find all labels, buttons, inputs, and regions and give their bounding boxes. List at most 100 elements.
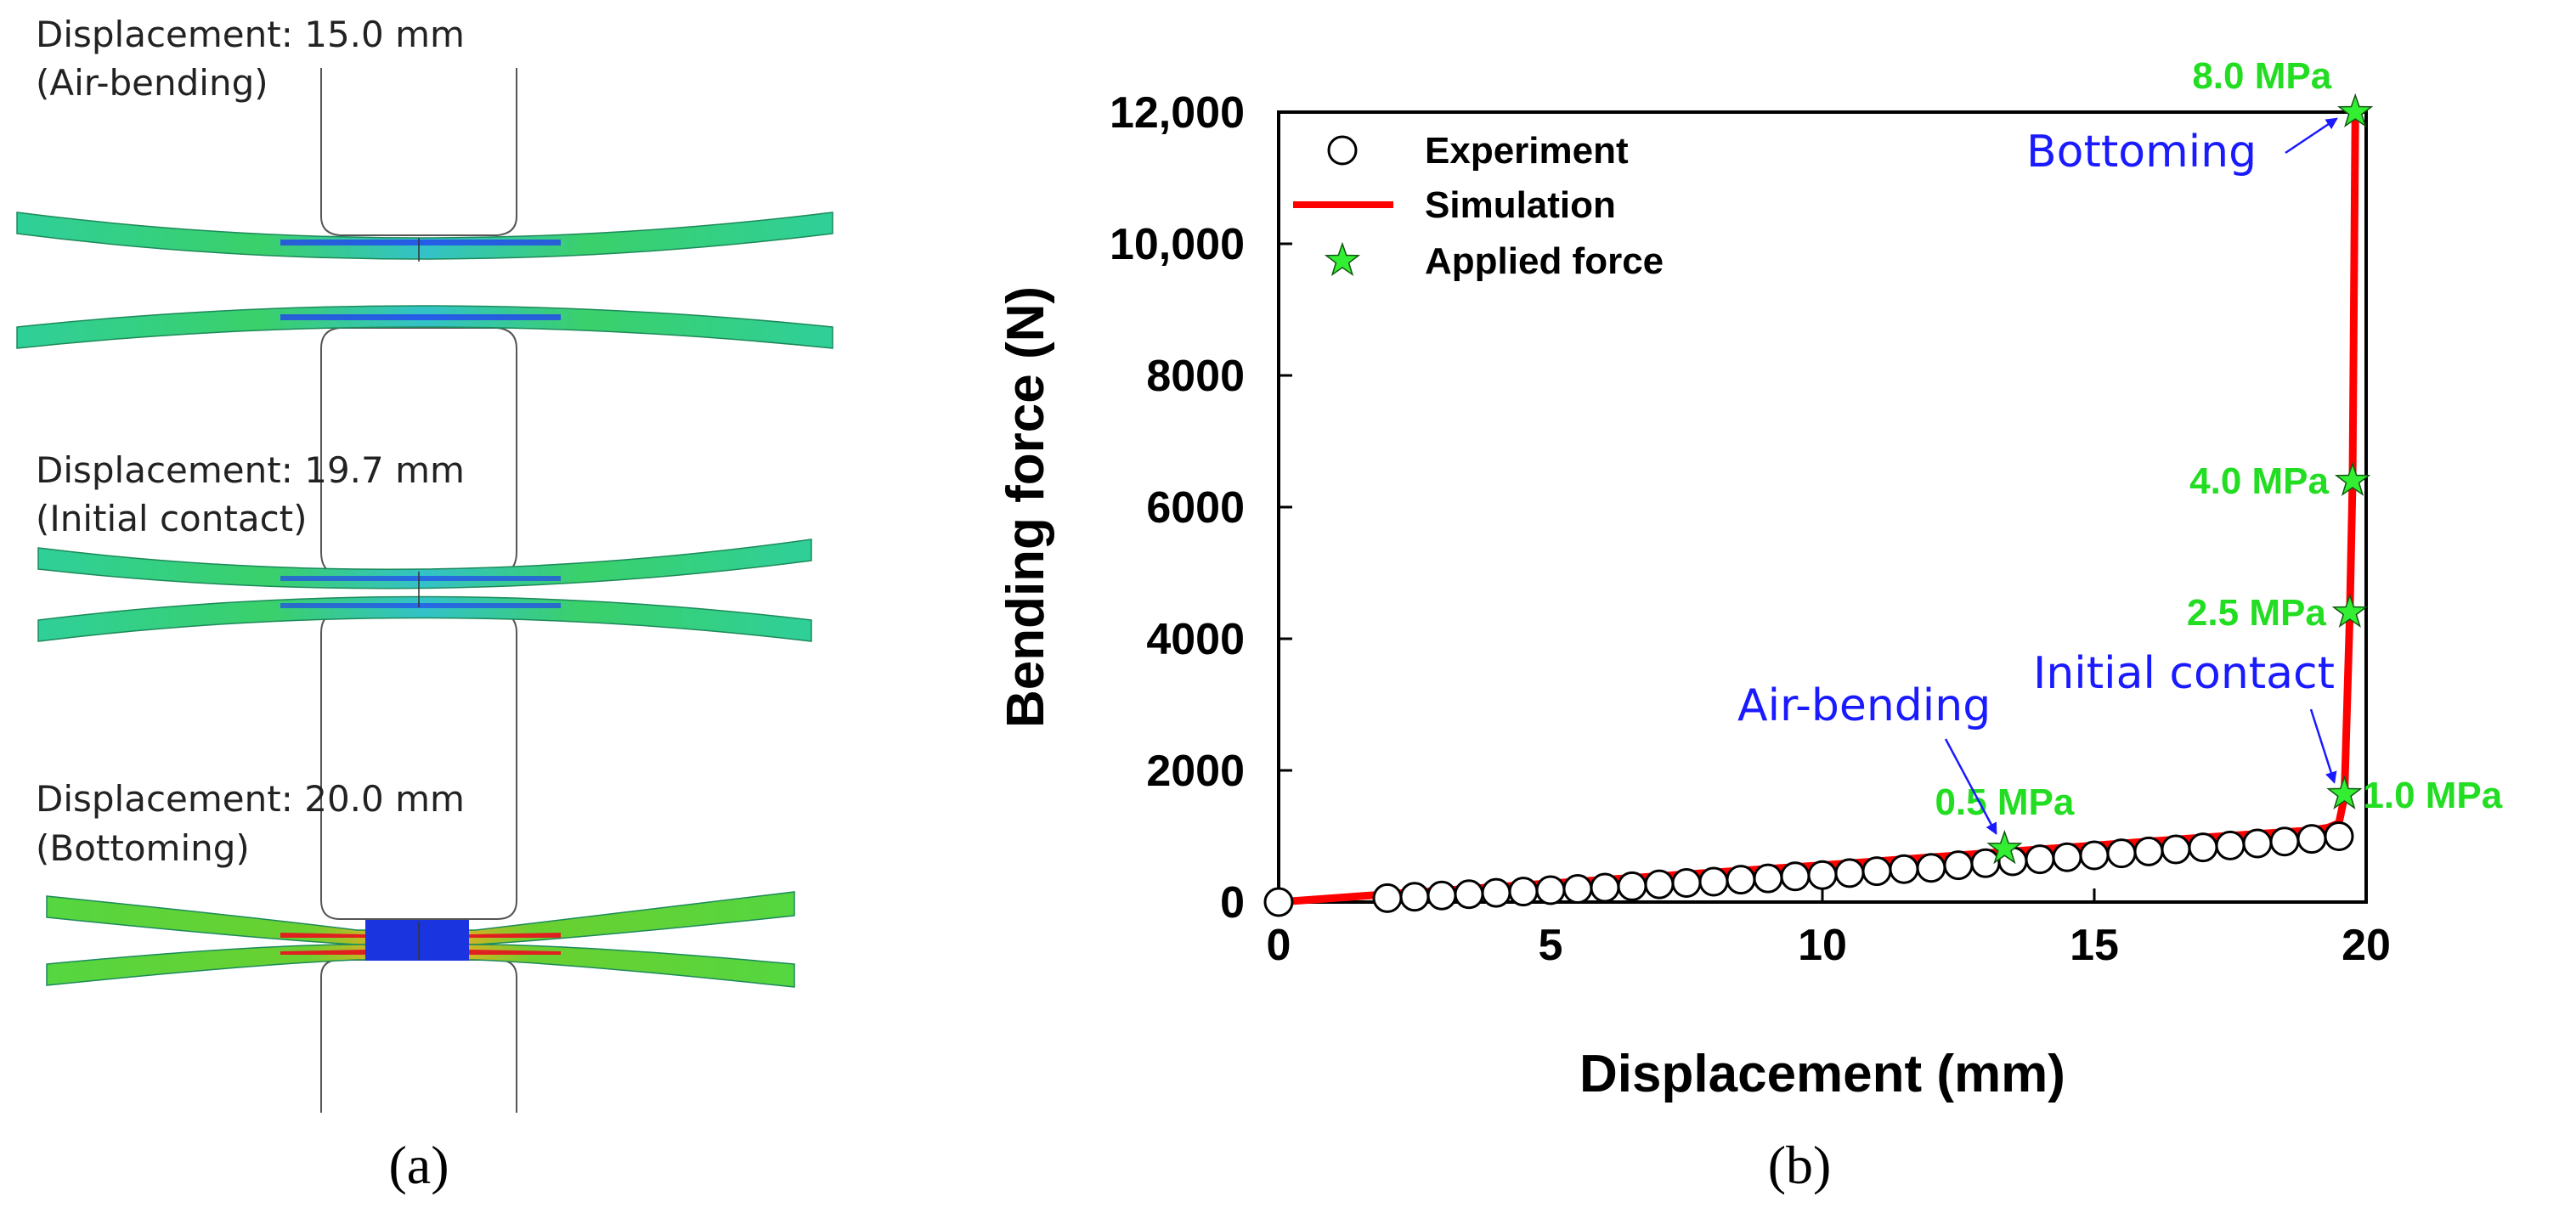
experiment-point (1644, 869, 1675, 900)
applied-force-star (2326, 775, 2363, 809)
plate-stage1-lower (16, 305, 833, 349)
y-tick-label: 12,000 (1110, 88, 1245, 138)
stage3-state-label: (Bottoming) (36, 827, 250, 869)
plate-stage3-red-right (469, 933, 561, 938)
x-tick-label: 0 (1267, 921, 1291, 970)
experiment-point (1671, 868, 1702, 899)
experiment-point (1916, 853, 1946, 883)
experiment-point (1753, 863, 1783, 894)
simulation-series (1278, 118, 2359, 906)
experiment-point (2079, 840, 2110, 871)
experiment-point (1861, 856, 1892, 887)
experiment-point (1426, 880, 1457, 911)
experiment-point (1454, 879, 1484, 910)
legend-applied-force-label: Applied force (1425, 240, 1664, 282)
plate-stage3-red-left (280, 933, 365, 938)
experiment-point (1481, 877, 1511, 908)
stage2-state-label: (Initial contact) (36, 498, 308, 539)
plate-stage2-blue-band-2 (280, 603, 561, 608)
experiment-point (1590, 872, 1620, 903)
plate-stage3-upper (46, 891, 795, 945)
x-tick-label: 15 (2070, 921, 2119, 970)
plate-stage3-contact-zone (365, 920, 469, 961)
plate-stage1-upper (16, 212, 833, 260)
experiment-point (2052, 842, 2082, 872)
experiment-point (2161, 834, 2191, 865)
legend: Experiment Simulation Applied force (1293, 130, 1664, 282)
panel-b-chart: 0 5 10 15 20 0 2000 4000 6000 8000 10,000 12,000 Di… (997, 55, 2503, 1195)
annotation-label: Air-bending (1737, 680, 1991, 731)
annotation-arrow (2309, 708, 2337, 784)
plate-stage3-lower (46, 944, 795, 988)
panel-a: Displacement: 15.0 mm (Air-bending) Disp… (16, 14, 833, 1195)
legend-applied-force-marker (1324, 241, 1361, 277)
x-tick-label: 5 (1539, 921, 1563, 970)
y-tick-label: 6000 (1146, 483, 1245, 533)
stage3-displacement-label: Displacement: 20.0 mm (36, 778, 465, 820)
plate-stage3-red-left-2 (280, 950, 365, 955)
applied-force-star (1986, 829, 2023, 865)
applied-force-series: 0.5 MPa 1.0 MPa 2.5 MPa 4.0 MPa 8.0 MPa (1935, 55, 2503, 865)
experiment-point (2296, 824, 2327, 854)
simulation-line (1278, 118, 2359, 906)
pressure-label: 0.5 MPa (1935, 781, 2074, 823)
y-tick-label: 8000 (1146, 352, 1245, 401)
pressure-label: 8.0 MPa (2192, 55, 2331, 97)
experiment-point (1399, 882, 1430, 912)
experiment-point (1834, 858, 1865, 888)
annotations: Air-bending Initial contact Bottoming (1737, 117, 2338, 835)
legend-experiment-label: Experiment (1425, 130, 1629, 172)
pressure-label: 1.0 MPa (2363, 775, 2502, 816)
applied-force-star (2337, 93, 2374, 128)
experiment-point (2269, 826, 2300, 857)
experiment-point (1535, 875, 1566, 905)
y-tick-label: 2000 (1146, 747, 1245, 796)
annotation-arrow (2285, 117, 2338, 155)
experiment-point (1698, 866, 1729, 897)
plate-stage2-upper (37, 539, 812, 589)
experiment-point (2324, 821, 2354, 851)
die-outline-3 (320, 959, 517, 1113)
y-axis-title: Bending force (N) (997, 286, 1055, 728)
plate-stage2-lower (37, 595, 812, 642)
stage2-displacement-label: Displacement: 19.7 mm (36, 449, 465, 491)
experiment-point (1372, 883, 1403, 913)
experiment-point (2215, 830, 2246, 860)
punch-outline-top (320, 68, 517, 236)
pressure-label: 4.0 MPa (2189, 460, 2329, 502)
y-tick-label: 0 (1220, 878, 1245, 928)
experiment-point (1508, 877, 1539, 907)
applied-force-star (2331, 593, 2368, 629)
y-tick-label: 10,000 (1110, 220, 1245, 269)
applied-force-star (2334, 461, 2371, 497)
panel-b-caption: (b) (1768, 1135, 1832, 1195)
experiment-point (2133, 836, 2164, 866)
annotation-label: Bottoming (2026, 127, 2257, 178)
stage1-state-label: (Air-bending) (36, 62, 268, 104)
x-axis-title: Displacement (mm) (1579, 1045, 2065, 1103)
experiment-point (1889, 854, 1919, 884)
panel-a-caption: (a) (388, 1135, 449, 1195)
pressure-label: 2.5 MPa (2187, 592, 2326, 634)
legend-experiment-marker (1327, 135, 1358, 166)
experiment-point (1617, 871, 1647, 901)
axis-ticks: 0 5 10 15 20 0 2000 4000 6000 8000 10,000 12,000 (1110, 88, 2391, 970)
experiment-point (1943, 850, 1974, 881)
stage1-displacement-label: Displacement: 15.0 mm (36, 14, 465, 55)
plate-stage3-red-right-2 (469, 950, 561, 955)
experiment-point (2242, 828, 2273, 859)
experiment-point (1780, 861, 1811, 892)
experiment-point (1562, 874, 1593, 904)
plate-stage2-blue-band (280, 576, 561, 581)
experiment-point (1970, 848, 2001, 878)
legend-simulation-label: Simulation (1425, 184, 1616, 226)
y-tick-label: 4000 (1146, 615, 1245, 664)
annotation-label: Initial contact (2033, 648, 2335, 699)
experiment-point (2188, 832, 2218, 863)
x-tick-label: 10 (1798, 921, 1847, 970)
plate-stage1-blue-band-lower (280, 314, 561, 320)
experiment-point (2106, 838, 2137, 869)
experiment-point (1263, 887, 1294, 917)
experiment-point (1807, 860, 1838, 890)
